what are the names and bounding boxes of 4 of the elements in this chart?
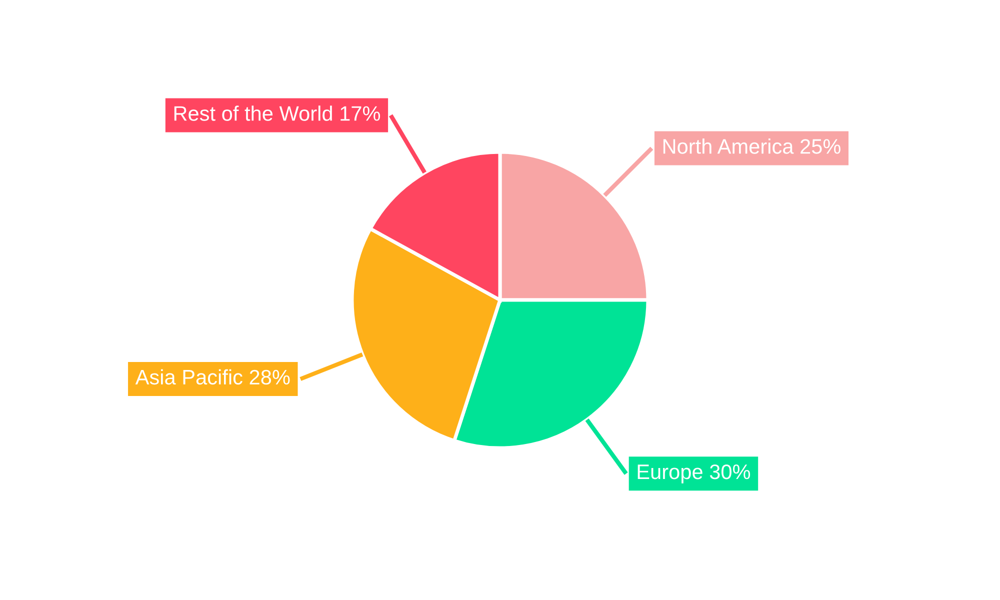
slice-label: Asia Pacific 28% — [135, 369, 290, 385]
slice-label: North America 25% — [663, 138, 840, 154]
slice-label: Rest of the World 17% — [174, 106, 380, 121]
slice-label: Europe 30% — [638, 464, 750, 484]
